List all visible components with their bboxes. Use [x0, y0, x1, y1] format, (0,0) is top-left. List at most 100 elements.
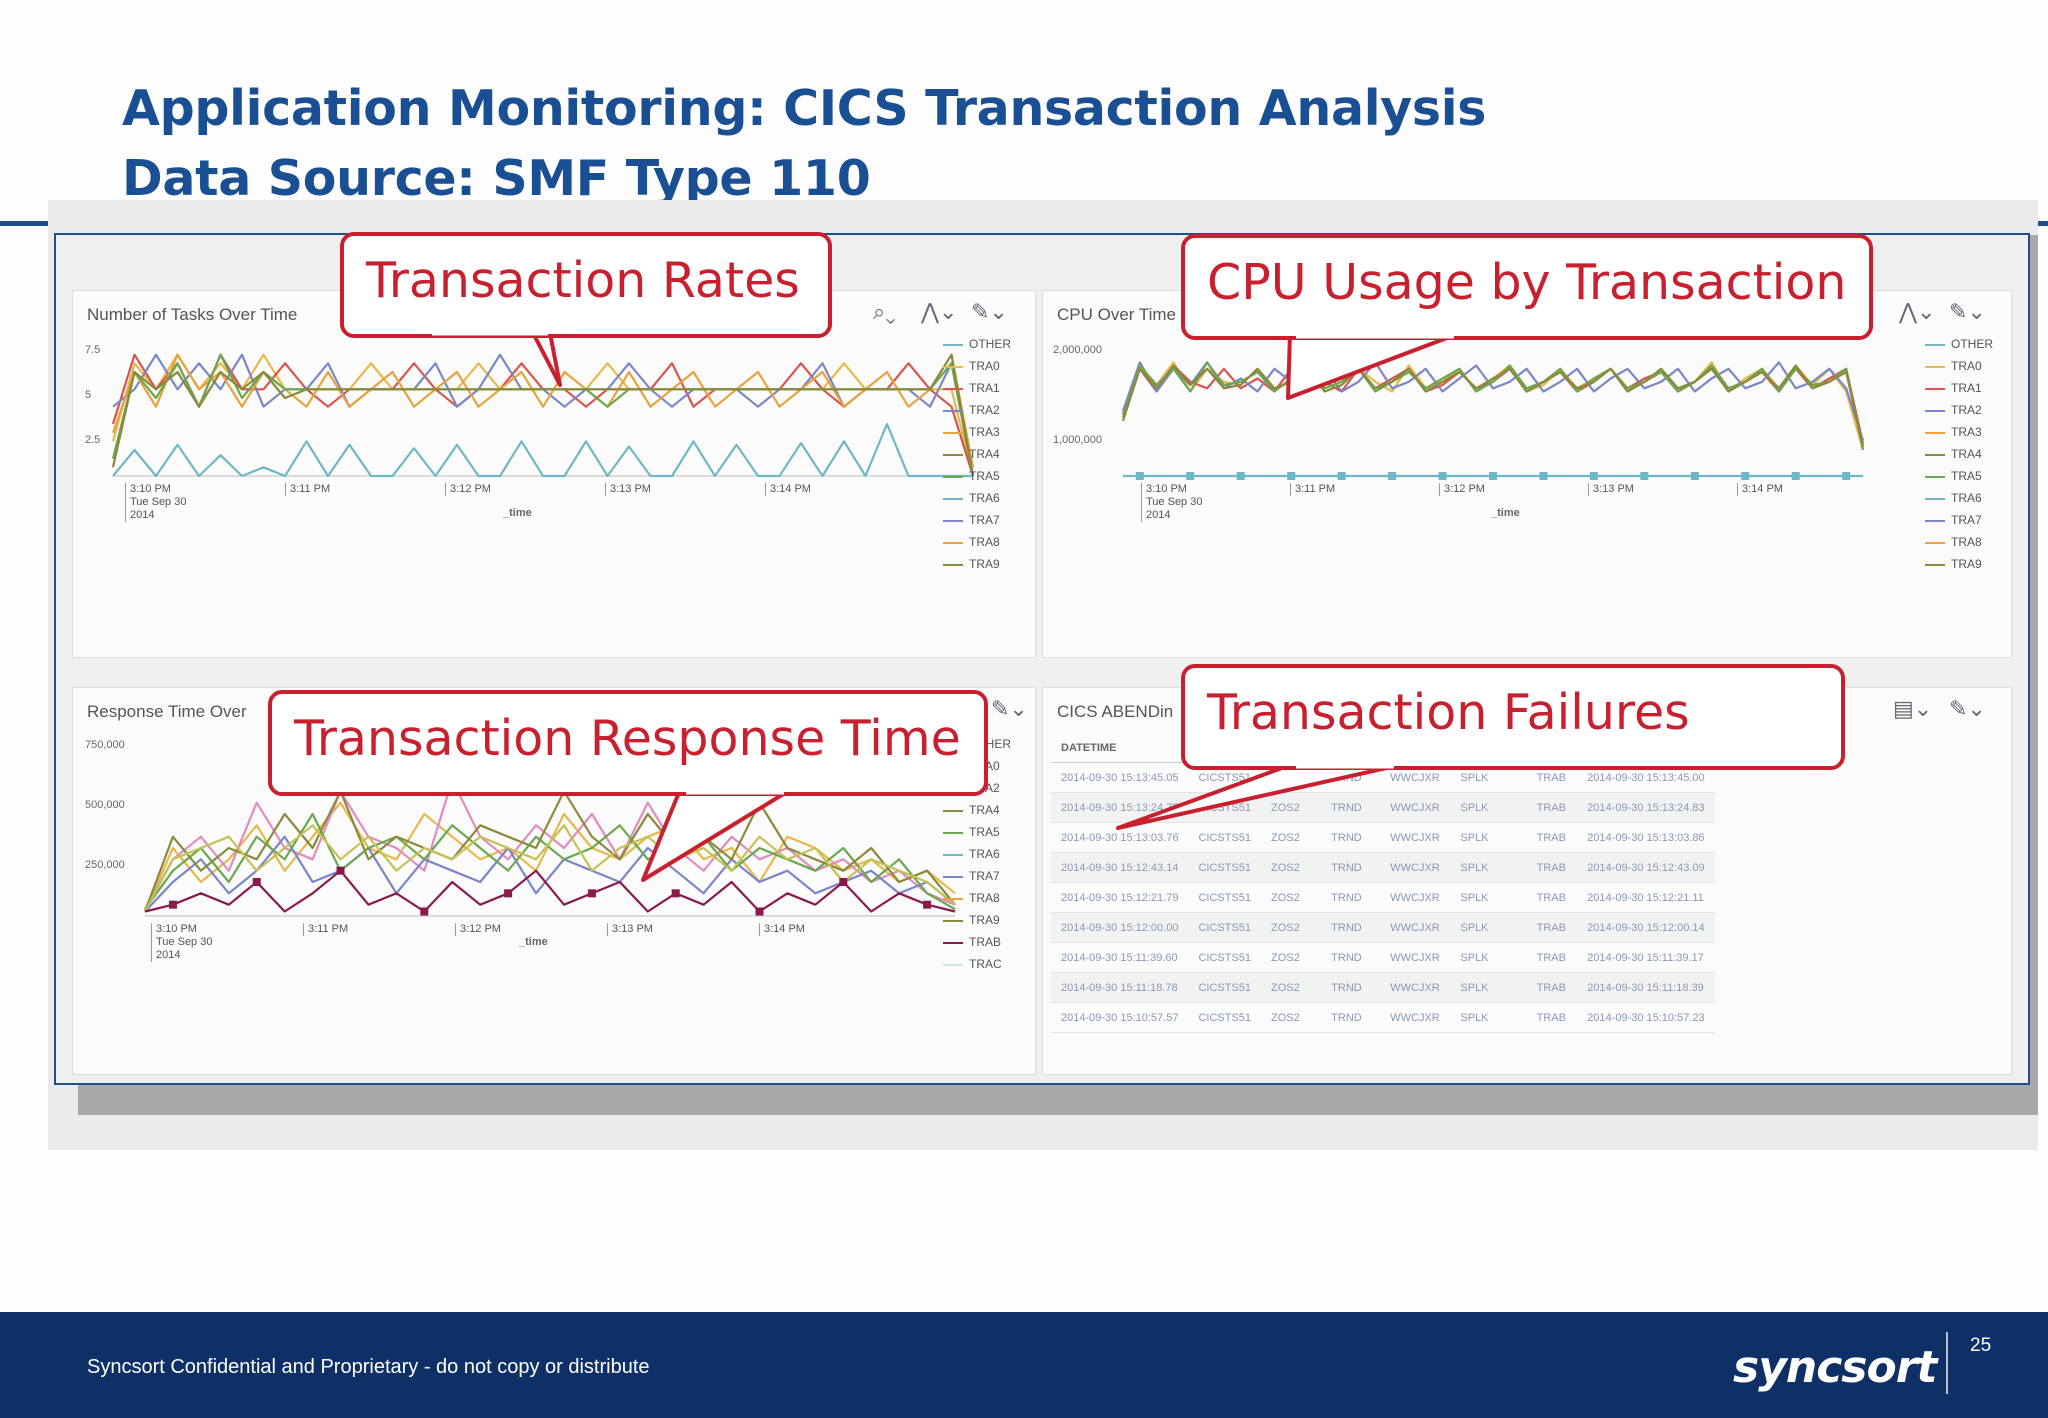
legend-item[interactable]: OTHER	[943, 333, 1011, 355]
legend-label: TRA6	[969, 491, 1000, 505]
legend-item[interactable]: TRA8	[1925, 531, 1993, 553]
tasks-chart	[111, 353, 975, 478]
legend-item[interactable]: TRA9	[1925, 553, 1993, 575]
series-line-tra2	[112, 353, 975, 477]
edit-icon[interactable]: ✎⌄	[1949, 299, 1986, 324]
table-cell: 2014-09-30 15:13:24.83	[1577, 792, 1715, 823]
x-tick: 3:14 PM	[765, 483, 811, 496]
table-cell[interactable]: 2014-09-30 15:12:21.79	[1051, 882, 1189, 913]
legend-item[interactable]: TRA4	[943, 443, 1011, 465]
legend-item[interactable]: TRA6	[1925, 487, 1993, 509]
legend-item[interactable]: TRAB	[943, 931, 1011, 953]
legend-item[interactable]: TRA5	[943, 465, 1011, 487]
callout-cpu-usage: CPU Usage by Transaction	[1181, 234, 1873, 340]
data-point	[1741, 472, 1750, 480]
legend-item[interactable]: TRA4	[1925, 443, 1993, 465]
x-tick: 3:11 PM	[303, 923, 348, 936]
table-cell: WWCJXR	[1380, 882, 1451, 913]
callout-transaction-failures: Transaction Failures	[1181, 664, 1845, 770]
table-cell[interactable]: 2014-09-30 15:10:57.57	[1051, 1002, 1189, 1033]
chart-type-icon[interactable]: ⋀⌄	[921, 299, 958, 324]
legend-item[interactable]: TRA6	[943, 843, 1011, 865]
edit-icon[interactable]: ✎⌄	[971, 299, 1008, 324]
callout-response-time: Transaction Response Time	[268, 690, 988, 796]
legend-item[interactable]: TRA5	[943, 821, 1011, 843]
legend-item[interactable]: TRA0	[943, 355, 1011, 377]
edit-icon[interactable]: ✎⌄	[991, 696, 1028, 721]
legend-item[interactable]: TRA2	[1925, 399, 1993, 421]
table-row[interactable]: 2014-09-30 15:13:03.76 CICSTS51 ZOS2 TRND WW…	[1051, 822, 1715, 853]
series-line-tra9	[144, 824, 956, 913]
y-tick: 500,000	[85, 799, 125, 811]
legend-item[interactable]: TRA7	[943, 865, 1011, 887]
column-header[interactable]: DATETIME	[1051, 734, 1189, 763]
legend-item[interactable]: TRA3	[943, 421, 1011, 443]
legend-item[interactable]: TRA0	[1925, 355, 1993, 377]
response-chart	[143, 778, 956, 917]
table-row[interactable]: 2014-09-30 15:11:39.60 CICSTS51 ZOS2 TRND WW…	[1051, 942, 1715, 973]
x-tick: 3:13 PM	[1588, 483, 1634, 496]
data-point	[1690, 472, 1699, 480]
legend-item[interactable]: TRA2	[943, 399, 1011, 421]
table-cell[interactable]: 2014-09-30 15:13:45.05	[1051, 762, 1189, 793]
table-cell: ZOS2	[1261, 852, 1322, 883]
y-tick: 250,000	[85, 859, 125, 871]
legend-swatch	[1925, 563, 1945, 566]
legend-swatch	[943, 563, 963, 566]
legend-item[interactable]: TRA9	[943, 553, 1011, 575]
legend-swatch	[1925, 453, 1945, 456]
x-tick: 3:13 PM	[605, 483, 651, 496]
legend-item[interactable]: TRA4	[943, 799, 1011, 821]
data-point	[1337, 472, 1346, 480]
x-axis-label: _time	[503, 507, 532, 519]
data-point	[839, 878, 848, 886]
table-cell: CICSTS51	[1188, 822, 1262, 853]
data-point	[252, 878, 261, 886]
table-cell[interactable]: 2014-09-30 15:12:43.14	[1051, 852, 1189, 883]
legend-label: TRA2	[1951, 403, 1982, 417]
legend-swatch	[943, 875, 963, 878]
series-line-tra2	[144, 778, 956, 910]
table-cell: WWCJXR	[1380, 942, 1451, 973]
panel-title: Number of Tasks Over Time	[87, 305, 298, 324]
legend-swatch	[943, 941, 963, 944]
edit-icon[interactable]: ✎⌄	[1949, 696, 1986, 721]
legend-item[interactable]: OTHER	[1925, 333, 1993, 355]
legend-label: OTHER	[969, 337, 1011, 351]
legend-item[interactable]: TRA6	[943, 487, 1011, 509]
table-cell[interactable]: 2014-09-30 15:13:24.75	[1051, 792, 1189, 823]
legend-item[interactable]: TRAC	[943, 953, 1011, 975]
table-cell[interactable]: 2014-09-30 15:11:39.60	[1051, 942, 1189, 973]
table-cell[interactable]: 2014-09-30 15:13:03.76	[1051, 822, 1189, 853]
table-row[interactable]: 2014-09-30 15:13:24.75 CICSTS51 ZOS2 TRND WW…	[1051, 792, 1715, 823]
legend-item[interactable]: TRA7	[943, 509, 1011, 531]
legend-label: OTHER	[1951, 337, 1993, 351]
legend-item[interactable]: TRA5	[1925, 465, 1993, 487]
table-cell: TRND	[1321, 882, 1381, 913]
table-row[interactable]: 2014-09-30 15:10:57.57 CICSTS51 ZOS2 TRND WW…	[1051, 1002, 1715, 1033]
data-point	[1489, 472, 1497, 480]
legend-item[interactable]: TRA1	[1925, 377, 1993, 399]
legend-item[interactable]: TRA7	[1925, 509, 1993, 531]
table-row[interactable]: 2014-09-30 15:12:21.79 CICSTS51 ZOS2 TRND WW…	[1051, 882, 1715, 913]
chart-type-icon[interactable]: ⋀⌄	[1899, 299, 1936, 324]
legend-item[interactable]: TRA8	[943, 531, 1011, 553]
table-row[interactable]: 2014-09-30 15:12:00.00 CICSTS51 ZOS2 TRND WW…	[1051, 912, 1715, 943]
data-point	[168, 900, 177, 909]
table-row[interactable]: 2014-09-30 15:12:43.14 CICSTS51 ZOS2 TRND WW…	[1051, 852, 1715, 883]
table-format-icon[interactable]: ▤⌄	[1893, 696, 1933, 721]
legend-item[interactable]: TRA9	[943, 909, 1011, 931]
table-row[interactable]: 2014-09-30 15:11:18.78 CICSTS51 ZOS2 TRND WW…	[1051, 972, 1715, 1003]
x-axis-label: _time	[1491, 507, 1520, 519]
legend-label: TRA8	[969, 891, 1000, 905]
legend-item[interactable]: TRA8	[943, 887, 1011, 909]
search-icon[interactable]: ⌕⌄	[873, 299, 896, 324]
legend-item[interactable]: TRA3	[1925, 421, 1993, 443]
data-point	[1842, 472, 1851, 480]
table-cell: TRAB	[1526, 852, 1578, 883]
callout-transaction-rates: Transaction Rates	[340, 232, 832, 338]
table-cell[interactable]: 2014-09-30 15:12:00.00	[1051, 912, 1189, 943]
legend-swatch	[943, 541, 963, 544]
legend-item[interactable]: TRA1	[943, 377, 1011, 399]
table-cell[interactable]: 2014-09-30 15:11:18.78	[1051, 972, 1189, 1003]
